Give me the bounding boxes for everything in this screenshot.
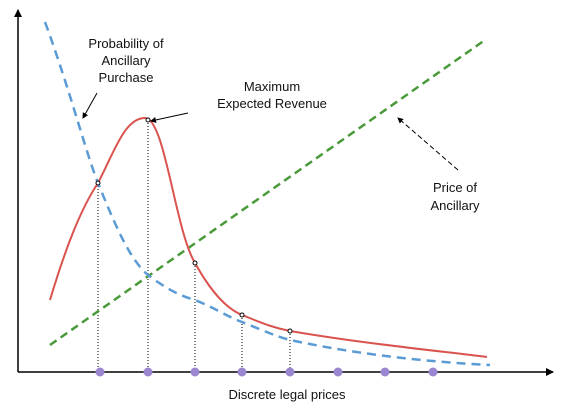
annotation: Purchase bbox=[99, 70, 154, 85]
revenue-curve bbox=[49, 116, 488, 358]
annotation: Ancillary bbox=[430, 198, 480, 213]
annotation: Probability of bbox=[88, 36, 164, 51]
drop-lines bbox=[97, 120, 291, 372]
revenue-points bbox=[95, 117, 293, 334]
probability-arrow bbox=[82, 92, 98, 119]
annotation: Price of bbox=[433, 180, 477, 195]
annotation: Maximum bbox=[244, 79, 300, 94]
x-axis-label: Discrete legal prices bbox=[228, 387, 346, 402]
price-line bbox=[49, 38, 486, 347]
annotation: Ancillary bbox=[101, 53, 151, 68]
annotation: Expected Revenue bbox=[217, 96, 327, 111]
price-arrow bbox=[397, 117, 459, 171]
maximum-arrow bbox=[150, 112, 189, 123]
price-dots bbox=[95, 367, 438, 377]
